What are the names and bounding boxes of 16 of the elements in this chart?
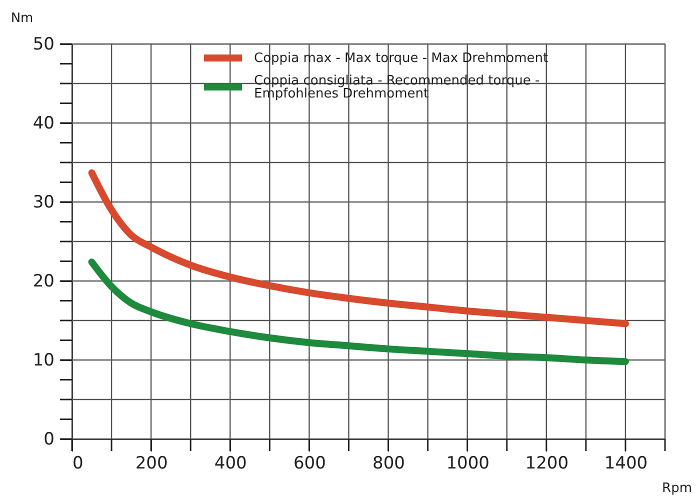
y-axis-title: Nm [10,11,34,26]
x-tick-label: 1200 [525,454,569,474]
y-tick-label: 0 [44,430,54,450]
x-tick-label: 800 [372,454,405,474]
x-tick-label: 0 [72,454,84,474]
x-tick-label: 600 [293,454,326,474]
y-tick-label: 30 [32,192,54,212]
x-tick-label: 400 [214,454,247,474]
x-tick-label: 1000 [446,454,490,474]
y-tick-label: 40 [32,114,54,134]
x-tick-label: 200 [135,454,168,474]
x-axis-title: Rpm [662,481,692,496]
y-tick-label: 10 [32,350,54,370]
x-tick-label: 1400 [604,454,648,474]
y-tick-label: 50 [32,34,54,54]
y-tick-label: 20 [32,272,54,292]
